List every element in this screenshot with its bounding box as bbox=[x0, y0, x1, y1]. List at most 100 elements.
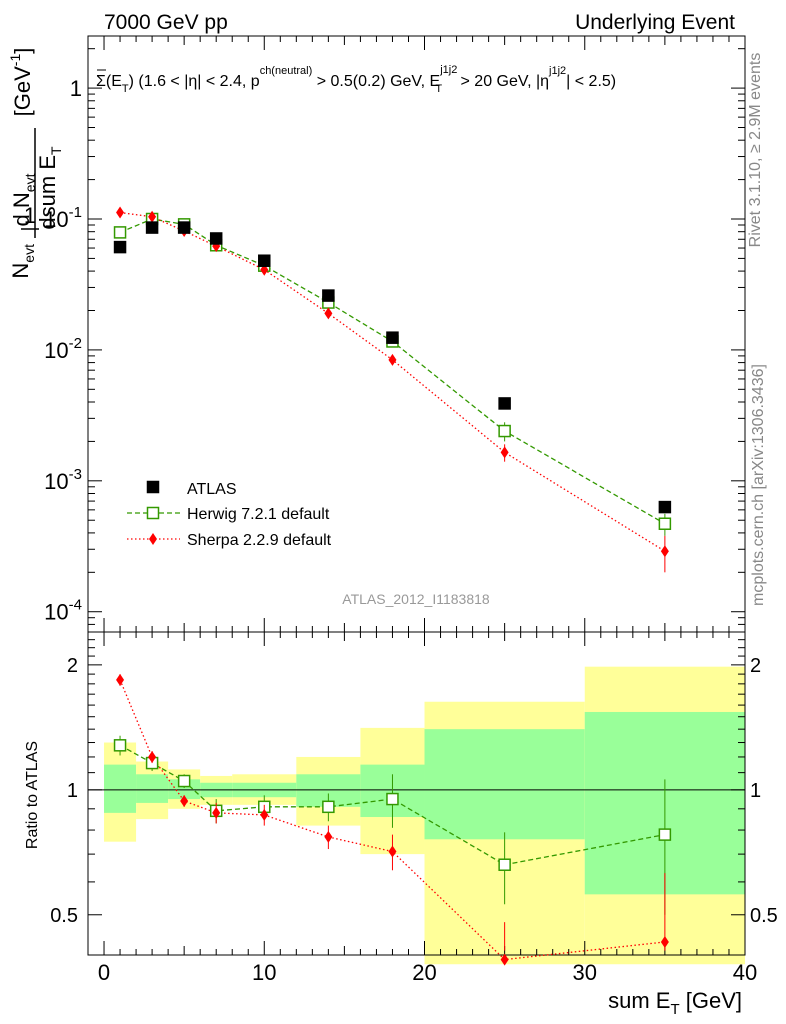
title-jet-sup: j1j2 bbox=[439, 64, 457, 76]
ratio-sherpa-point-0 bbox=[116, 673, 125, 686]
x-tick-label-3: 30 bbox=[573, 960, 597, 985]
ratio-sherpa-point-7 bbox=[500, 953, 509, 966]
axes: 110-110-210-310-40.5 0.51 12 20 10 20 30 40 bbox=[44, 35, 778, 985]
ratio-herwig-point-2 bbox=[177, 774, 191, 788]
ratio-herwig-point-6 bbox=[386, 792, 399, 806]
herwig-point-8 bbox=[658, 517, 672, 530]
ratio-y-tick-label-0: 0.5 bbox=[50, 905, 78, 927]
xlabel-unit: [GeV] bbox=[680, 988, 742, 1013]
ylabel-unit: [GeV bbox=[10, 66, 35, 116]
band-inner-1 bbox=[136, 774, 169, 803]
title-eta-cut: | < 2.5) bbox=[566, 73, 616, 90]
ratio-sherpa-point-6 bbox=[388, 845, 397, 858]
ratio-y-tick-label-2: 2 bbox=[67, 655, 78, 677]
svg-text:dsum ET: dsum ET bbox=[35, 146, 64, 230]
ratio-herwig-line bbox=[119, 744, 665, 866]
svg-text:Σ(ET) (1.6 < |η| < 2.4, pch(ne: Σ(ET) (1.6 < |η| < 2.4, pch(neutral) > 0… bbox=[96, 64, 616, 95]
ratio-y-tick-label-right-2: 2 bbox=[750, 655, 761, 677]
title-et-sub: T bbox=[122, 83, 129, 95]
ratio-sherpa-point-3 bbox=[212, 806, 221, 819]
herwig-point-7 bbox=[498, 424, 511, 438]
ratio-sherpa-point-4 bbox=[260, 808, 269, 821]
ylabel-nevt-sub: evt bbox=[21, 244, 37, 263]
sherpa-point-1 bbox=[148, 210, 157, 223]
mcplots-label: mcplots.cern.ch [arXiv:1306.3436] bbox=[750, 364, 767, 606]
atlas-point-2 bbox=[177, 221, 191, 234]
sherpa-point-7 bbox=[500, 446, 509, 459]
sherpa-point-0 bbox=[116, 206, 125, 219]
ratio-series bbox=[113, 673, 672, 966]
ratio-y-tick-label-right-0: 0.5 bbox=[750, 905, 778, 927]
rivet-label: Rivet 3.1.10, ≥ 2.9M events bbox=[747, 53, 764, 248]
title-p-cut: > 0.5(0.2) GeV, E bbox=[312, 73, 440, 90]
svg-text:[GeV-1]: [GeV-1] bbox=[7, 48, 35, 117]
main-y-tick-label-1: 10-1 bbox=[44, 204, 82, 232]
main-title: Σ(ET) (1.6 < |η| < 2.4, pch(neutral) > 0… bbox=[96, 64, 616, 95]
title-eta-range: ) (1.6 < |η| < 2.4, p bbox=[129, 73, 260, 90]
sherpa-point-6 bbox=[388, 353, 397, 366]
xlabel-text: sum E bbox=[608, 988, 670, 1013]
ratio-bands bbox=[104, 666, 745, 965]
title-jet-sub: T bbox=[435, 83, 442, 95]
sherpa-point-8 bbox=[660, 545, 669, 558]
main-series bbox=[113, 206, 672, 573]
x-tick-label-0: 0 bbox=[98, 960, 110, 985]
legend-sherpa-label: Sherpa 2.2.9 default bbox=[187, 532, 332, 549]
title-eta-sup: j1j2 bbox=[548, 65, 566, 77]
atlas-point-6 bbox=[386, 331, 399, 344]
ylabel-dn: d N bbox=[9, 192, 34, 226]
ratio-herwig-point-0 bbox=[113, 739, 127, 752]
ratio-herwig-point-7 bbox=[498, 858, 511, 871]
legend-herwig-label: Herwig 7.2.1 default bbox=[187, 506, 330, 523]
title-p-sup: ch(neutral) bbox=[260, 65, 313, 77]
atlas-point-4 bbox=[258, 254, 271, 267]
ratio-ylabel: Ratio to ATLAS bbox=[24, 741, 41, 849]
main-y-tick-label-0: 1 bbox=[70, 76, 82, 101]
legend-atlas-marker bbox=[146, 480, 160, 494]
ratio-y-tick-label-1: 1 bbox=[67, 780, 78, 802]
ylabel-unit-sup: -1 bbox=[7, 54, 23, 67]
main-y-tick-label-3: 10-3 bbox=[44, 466, 82, 494]
x-tick-label-1: 10 bbox=[252, 960, 276, 985]
ylabel-nevt: N bbox=[8, 263, 33, 279]
atlas-point-3 bbox=[209, 232, 223, 245]
svg-text:d Nevt: d Nevt bbox=[9, 173, 38, 226]
band-inner-7 bbox=[424, 729, 585, 840]
ratio-y-axis: Ratio to ATLAS bbox=[24, 741, 41, 849]
ylabel-one: 1 bbox=[24, 203, 36, 228]
x-tick-label-4: 40 bbox=[733, 960, 757, 985]
ratio-sherpa-point-5 bbox=[324, 830, 333, 843]
atlas-point-1 bbox=[145, 221, 159, 234]
header-right: Underlying Event bbox=[575, 11, 735, 34]
svg-text:Nevt: Nevt bbox=[8, 244, 37, 279]
svg-text:sum ET [GeV]: sum ET [GeV] bbox=[608, 988, 742, 1018]
ratio-sherpa-point-2 bbox=[180, 794, 189, 807]
title-paren-open: (E bbox=[106, 73, 122, 90]
header-left: 7000 GeV pp bbox=[104, 11, 228, 34]
atlas-point-5 bbox=[322, 289, 335, 302]
ratio-herwig-point-8 bbox=[658, 828, 672, 841]
ratio-y-tick-label-right-1: 1 bbox=[750, 780, 761, 802]
legend: ATLAS Herwig 7.2.1 default Sherpa 2.2.9 … bbox=[127, 480, 332, 549]
herwig-point-0 bbox=[113, 226, 127, 239]
legend-atlas-label: ATLAS bbox=[187, 481, 237, 498]
sherpa-line bbox=[119, 211, 666, 552]
ylabel-unit-close: ] bbox=[10, 48, 35, 54]
atlas-point-8 bbox=[658, 500, 672, 514]
legend-herwig-marker bbox=[146, 506, 160, 520]
sherpa-point-5 bbox=[324, 307, 333, 320]
watermark: ATLAS_2012_I1183818 bbox=[342, 591, 490, 607]
x-axis-label: sum ET [GeV] bbox=[608, 988, 742, 1018]
legend-sherpa-marker bbox=[149, 533, 157, 545]
ratio-herwig-point-5 bbox=[322, 800, 335, 814]
ratio-sherpa-point-8 bbox=[660, 935, 669, 948]
herwig-line bbox=[119, 218, 666, 525]
main-y-label: 1 Nevt d Nevt dsum ET [GeV-1] bbox=[7, 48, 64, 279]
xlabel-sub: T bbox=[670, 1001, 679, 1018]
x-tick-label-2: 20 bbox=[412, 960, 436, 985]
title-sigma: Σ bbox=[96, 73, 106, 90]
title-jet-cut: > 20 GeV, |η bbox=[456, 73, 549, 90]
main-y-tick-label-2: 10-2 bbox=[44, 335, 82, 363]
atlas-point-0 bbox=[113, 240, 127, 254]
